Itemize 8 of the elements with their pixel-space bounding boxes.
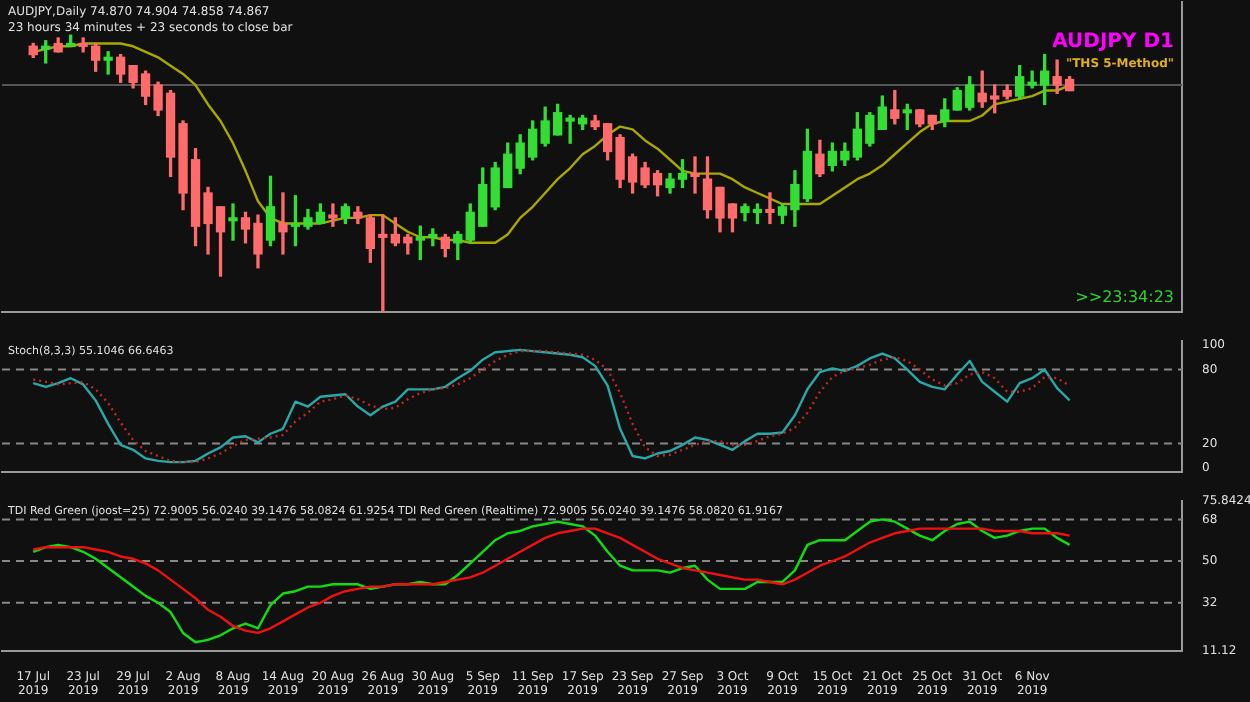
annotation: >>23:34:23: [1075, 288, 1174, 307]
candlestick: [103, 51, 113, 75]
chart-title: AUDJPY D1: [1052, 31, 1175, 54]
candlestick: [328, 203, 338, 227]
candlestick: [278, 192, 288, 255]
candlestick: [765, 192, 775, 225]
candlestick: [228, 203, 238, 241]
candlestick: [690, 156, 700, 194]
